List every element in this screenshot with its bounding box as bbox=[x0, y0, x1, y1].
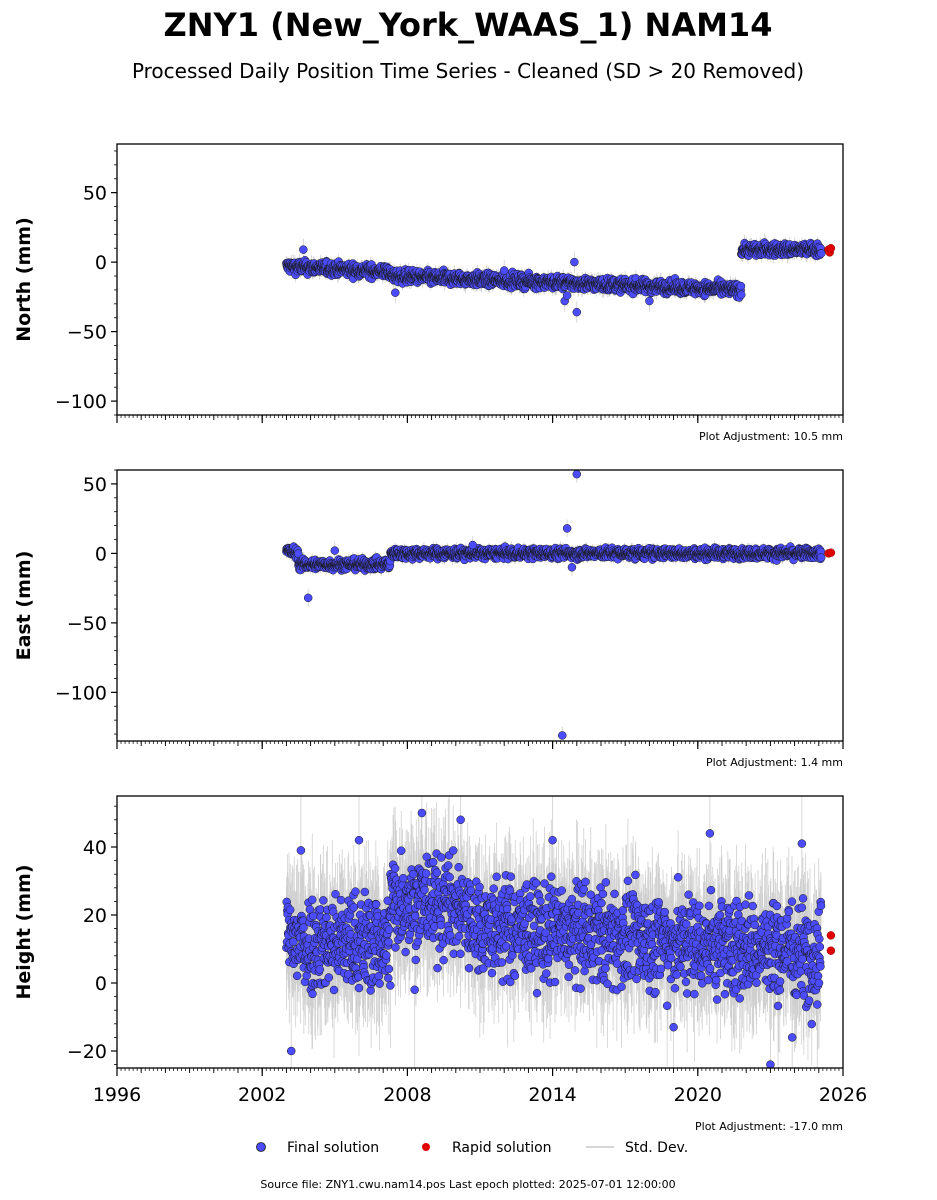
final-solution-points bbox=[282, 238, 826, 317]
panels: 50 0 −50 −100 North (mm) Plot Adjustment: 10.… bbox=[13, 143, 867, 1133]
panel-1: 50 0 −50 −100 North (mm) Plot Adjustment: 10.… bbox=[13, 143, 844, 443]
rapid-solution-points bbox=[824, 244, 836, 257]
outlier-point bbox=[570, 257, 579, 267]
y-axis: 50 0 −50 −100 bbox=[55, 150, 117, 416]
y-axis-label: North (mm) bbox=[13, 217, 35, 342]
plot-area bbox=[282, 233, 836, 323]
final-point bbox=[736, 281, 746, 291]
std-dev-bars bbox=[285, 470, 822, 741]
outlier-point bbox=[499, 266, 509, 275]
figure-subtitle: Processed Daily Position Time Series - C… bbox=[132, 59, 804, 83]
y-tick-label: 50 bbox=[83, 183, 107, 205]
figure-title: ZNY1 (New_York_WAAS_1) NAM14 bbox=[164, 6, 773, 44]
y-tick-label: 0 bbox=[95, 252, 107, 274]
y-tick-label: −50 bbox=[67, 322, 107, 344]
outlier-point bbox=[299, 245, 308, 254]
plot-area bbox=[282, 470, 836, 741]
outlier-point bbox=[391, 288, 400, 297]
outlier-point bbox=[562, 291, 572, 300]
final-point bbox=[737, 290, 746, 300]
outlier-point bbox=[645, 296, 654, 306]
outlier-point bbox=[572, 307, 582, 317]
final-point bbox=[816, 249, 826, 258]
x-axis bbox=[116, 415, 844, 423]
rapid-point bbox=[826, 244, 836, 253]
plot-adjustment: Plot Adjustment: 10.5 mm bbox=[699, 430, 843, 443]
y-tick-label: −100 bbox=[55, 391, 107, 413]
